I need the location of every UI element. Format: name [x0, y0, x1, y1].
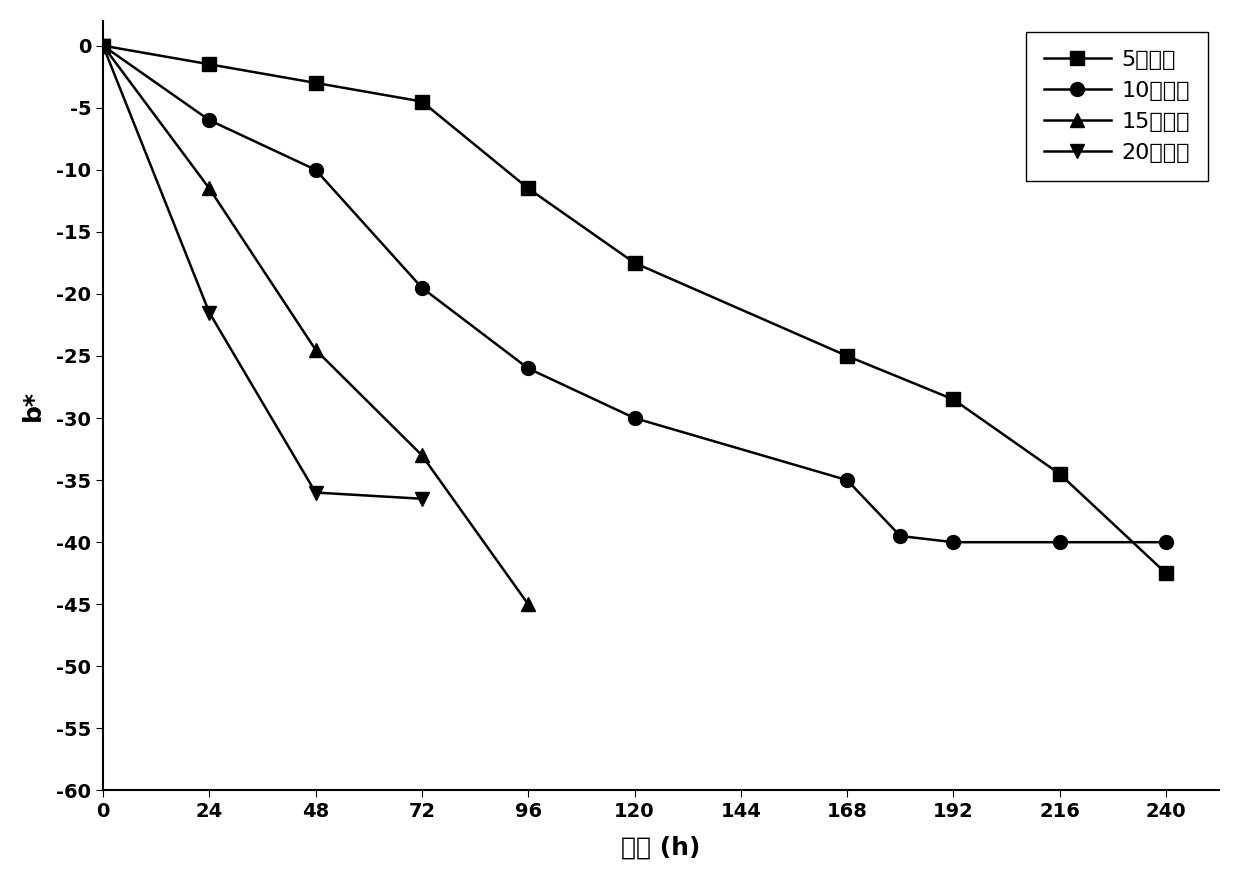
20摄氏度	[309, 488, 324, 498]
10摄氏度	[202, 115, 217, 126]
5摄氏度	[521, 183, 536, 194]
Legend: 5摄氏度, 10摄氏度, 15摄氏度, 20摄氏度: 5摄氏度, 10摄氏度, 15摄氏度, 20摄氏度	[1027, 32, 1208, 180]
Line: 10摄氏度: 10摄氏度	[95, 39, 1173, 549]
5摄氏度	[95, 40, 110, 51]
5摄氏度	[309, 77, 324, 88]
5摄氏度	[1053, 469, 1068, 480]
10摄氏度	[893, 531, 908, 541]
10摄氏度	[309, 165, 324, 175]
5摄氏度	[946, 394, 961, 405]
5摄氏度	[839, 351, 854, 362]
20摄氏度	[95, 40, 110, 51]
15摄氏度	[521, 599, 536, 610]
5摄氏度	[414, 96, 429, 106]
15摄氏度	[414, 450, 429, 460]
10摄氏度	[1158, 537, 1173, 547]
15摄氏度	[95, 40, 110, 51]
10摄氏度	[839, 475, 854, 486]
15摄氏度	[309, 344, 324, 355]
Line: 15摄氏度: 15摄氏度	[95, 39, 536, 612]
10摄氏度	[95, 40, 110, 51]
5摄氏度	[627, 258, 642, 268]
20摄氏度	[202, 307, 217, 318]
X-axis label: 时间 (h): 时间 (h)	[621, 835, 701, 859]
Line: 5摄氏度: 5摄氏度	[95, 39, 1173, 580]
Line: 20摄氏度: 20摄氏度	[95, 39, 429, 506]
10摄氏度	[627, 413, 642, 423]
5摄氏度	[202, 59, 217, 70]
5摄氏度	[1158, 568, 1173, 578]
Y-axis label: b*: b*	[21, 390, 45, 422]
10摄氏度	[946, 537, 961, 547]
10摄氏度	[521, 363, 536, 374]
10摄氏度	[414, 282, 429, 293]
15摄氏度	[202, 183, 217, 194]
20摄氏度	[414, 494, 429, 504]
10摄氏度	[1053, 537, 1068, 547]
